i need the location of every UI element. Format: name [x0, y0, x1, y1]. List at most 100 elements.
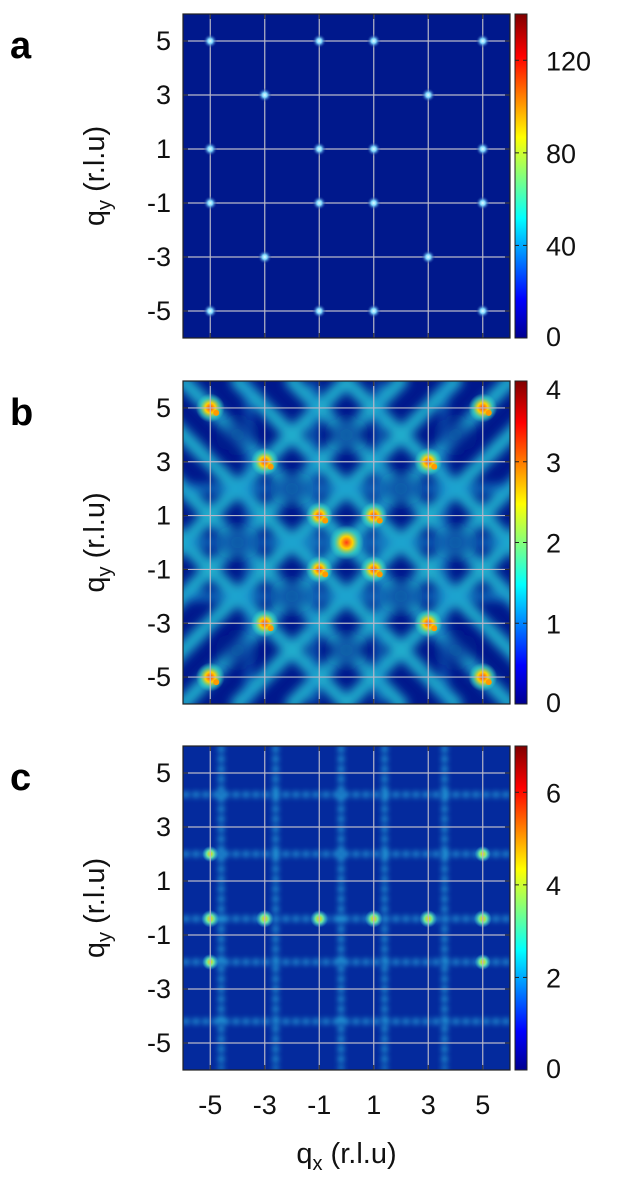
peak [312, 34, 327, 48]
ridge [339, 532, 510, 704]
y-tick-label: 3 [156, 447, 171, 477]
colorbar-tick-label: 0 [546, 322, 561, 352]
colorbar-tick-label: 2 [546, 963, 561, 993]
x-tick-label: -3 [253, 1090, 277, 1120]
speckle [213, 409, 220, 416]
peak [366, 34, 381, 48]
peak [312, 304, 327, 318]
plot-frame [182, 380, 511, 705]
peak [366, 196, 381, 210]
y-axis-label: qy (r.l.u) [79, 492, 116, 592]
y-tick-label: 3 [156, 812, 171, 842]
void [276, 580, 308, 613]
y-tick-label: 1 [156, 501, 171, 531]
grid [183, 14, 510, 338]
x-axis-label: qx (r.l.u) [296, 1138, 396, 1175]
grid [183, 746, 510, 1070]
voids [221, 418, 472, 667]
peak [475, 304, 490, 318]
x-tick-label: 3 [421, 1090, 436, 1120]
plot-background [183, 746, 510, 1070]
peak [421, 250, 436, 264]
colorbar: 0 40 80 120 [514, 13, 591, 352]
y-tick-label: -5 [147, 296, 171, 326]
peak [329, 525, 364, 560]
void [221, 526, 254, 559]
panel-label: a [10, 25, 32, 67]
peak [366, 142, 381, 156]
peak [312, 142, 327, 156]
speckle [213, 679, 220, 686]
y-tick-label: 1 [156, 866, 171, 896]
x-tick-label: 1 [366, 1090, 381, 1120]
colorbar-gradient [514, 13, 528, 339]
plot-frame [182, 745, 511, 1071]
y-tick-label: -5 [147, 1028, 171, 1058]
speckle [485, 409, 492, 416]
colorbar-tick-label: 80 [546, 139, 576, 169]
panel-a: 5 3 1 -1 -3 -5 qy (r.l.u) a 0 40 80 120 [10, 13, 591, 352]
speckle [431, 463, 438, 470]
speckle [485, 679, 492, 686]
peak [203, 196, 218, 210]
y-tick-label: -1 [147, 920, 171, 950]
colorbar: 0 1 2 3 4 [514, 375, 561, 718]
y-tick-label: 5 [156, 758, 171, 788]
x-tick-label: 5 [475, 1090, 490, 1120]
void [439, 418, 472, 451]
x-tick-label: -1 [307, 1090, 331, 1120]
peak [203, 142, 218, 156]
peak [203, 34, 218, 48]
peak [475, 196, 490, 210]
peak [421, 88, 436, 102]
void [221, 634, 254, 667]
colorbar-tick-label: 4 [546, 871, 561, 901]
speckle [431, 625, 438, 632]
speckle [267, 463, 274, 470]
y-tick-label: 1 [156, 134, 171, 164]
heatmap-content [183, 381, 510, 704]
void [439, 526, 472, 559]
heatmap-content [183, 746, 510, 1070]
peak [312, 196, 327, 210]
peak [475, 142, 490, 156]
y-tick-label: -1 [147, 188, 171, 218]
y-tick-label: -3 [147, 974, 171, 1004]
y-tick-label: -1 [147, 554, 171, 584]
void [385, 472, 417, 505]
panel-label: c [10, 757, 31, 799]
colorbar: 0 2 4 6 [514, 745, 561, 1084]
speckle [376, 571, 383, 578]
void [276, 472, 308, 505]
panel-label: b [10, 392, 33, 434]
colorbar-tick-label: 120 [546, 46, 591, 76]
colorbar-tick-label: 0 [546, 1054, 561, 1084]
colorbar-tick-label: 40 [546, 231, 576, 261]
y-tick-label: -5 [147, 662, 171, 692]
y-tick-label: 3 [156, 80, 171, 110]
colorbar-tick-label: 4 [546, 375, 561, 405]
speckle [376, 517, 383, 524]
plot-frame [182, 13, 511, 339]
speckle [322, 517, 329, 524]
colorbar-tick-label: 6 [546, 778, 561, 808]
peak [366, 304, 381, 318]
peak [257, 250, 272, 264]
y-tick-label: -3 [147, 242, 171, 272]
plot-background [183, 14, 510, 338]
colorbar-tick-label: 2 [546, 529, 561, 559]
stripes [183, 746, 510, 1070]
void [385, 580, 417, 613]
ridge [339, 381, 510, 553]
peak [203, 304, 218, 318]
void [330, 418, 363, 451]
y-tick-label: 5 [156, 26, 171, 56]
x-tick-label: -5 [198, 1090, 222, 1120]
panel-c: 5 3 1 -1 -3 -5 -5 -3 -1 1 3 5 qx (r.l.u) qy (r.l.u) c 0… [10, 745, 561, 1175]
void [330, 634, 363, 667]
void [221, 418, 254, 451]
colorbar-tick-label: 0 [546, 688, 561, 718]
colorbar-tick-label: 3 [546, 448, 561, 478]
void [439, 634, 472, 667]
